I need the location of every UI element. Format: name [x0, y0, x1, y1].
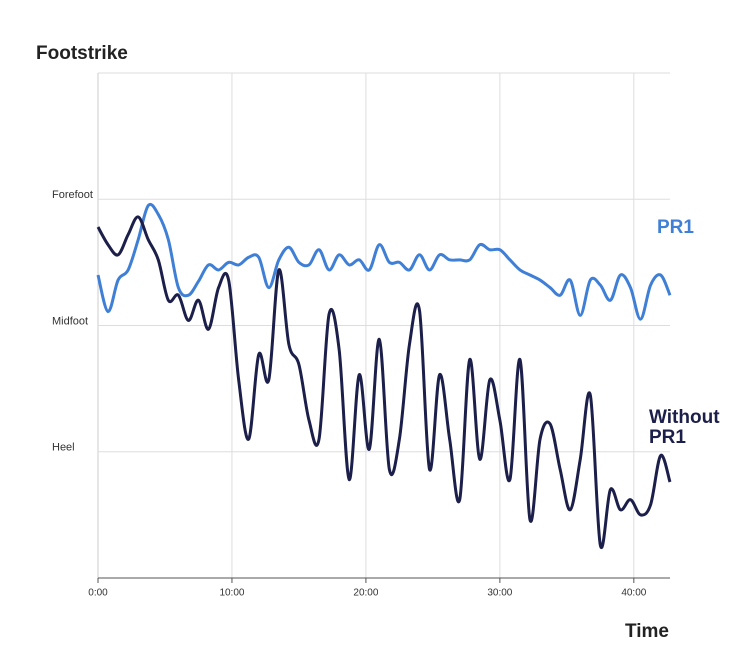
x-tick-label: 30:00	[487, 588, 512, 599]
x-tick-label: 40:00	[621, 588, 646, 599]
series-label: Without PR1	[649, 407, 720, 448]
chart-title: Footstrike	[36, 43, 128, 64]
y-tick-label: Midfoot	[52, 315, 88, 327]
x-axis-label: Time	[625, 621, 669, 642]
y-tick-label: Forefoot	[52, 189, 93, 201]
x-tick-label: 0:00	[88, 588, 108, 599]
series-label: PR1	[657, 217, 694, 238]
x-tick-label: 10:00	[219, 588, 244, 599]
x-tick-label: 20:00	[353, 588, 378, 599]
y-tick-label: Heel	[52, 442, 75, 454]
series-line	[96, 202, 672, 321]
series-line	[96, 215, 672, 550]
